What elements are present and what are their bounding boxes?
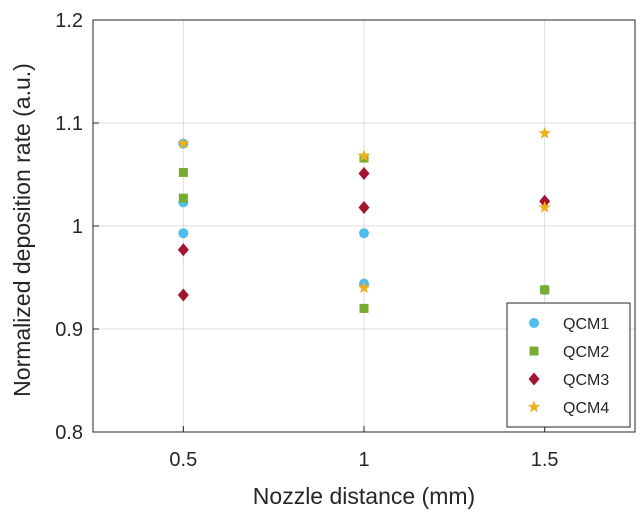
data-point-qcm4 [357,149,371,162]
data-point-qcm2 [359,303,369,313]
legend-marker-qcm4 [527,400,541,413]
data-point-qcm2 [540,285,550,295]
legend-box [506,302,631,428]
data-point-qcm2 [178,167,188,177]
axis-ticks: 0.5 1 1.5 0.8 0.9 1 1.1 1.2 [55,10,558,471]
legend-marker-qcm2 [529,346,539,356]
legend-label: QCM3 [563,372,609,389]
legend: QCM1 QCM2 QCM3 QCM4 [506,302,631,428]
data-point-qcm4 [177,137,190,149]
legend-label: QCM2 [563,344,609,361]
data-point-qcm3 [177,243,189,257]
legend-label: QCM4 [563,400,609,417]
data-point-qcm3 [177,288,189,302]
legend-label: QCM1 [563,316,609,333]
data-points [177,126,551,313]
data-point-qcm2 [178,193,188,203]
data-point-qcm3 [358,166,370,180]
data-point-qcm3 [358,200,370,214]
y-tick-label: 1.2 [55,10,83,32]
legend-marker-qcm3 [528,372,540,386]
legend-marker-qcm1 [529,318,539,328]
data-point-qcm1 [359,228,369,239]
data-point-qcm1 [178,228,189,239]
y-tick-label: 0.8 [55,422,83,444]
data-point-qcm4 [538,126,551,139]
x-tick-label: 1 [358,449,369,471]
x-tick-label: 1.5 [531,449,559,471]
data-point-qcm4 [538,200,551,213]
y-tick-label: 1.1 [55,113,83,135]
data-point-qcm4 [357,281,371,294]
y-axis-label: Normalized deposition rate (a.u.) [9,63,35,397]
y-tick-label: 0.9 [55,319,83,341]
y-tick-label: 1 [72,216,83,238]
x-tick-label: 0.5 [169,449,197,471]
x-axis-label: Nozzle distance (mm) [253,483,475,509]
